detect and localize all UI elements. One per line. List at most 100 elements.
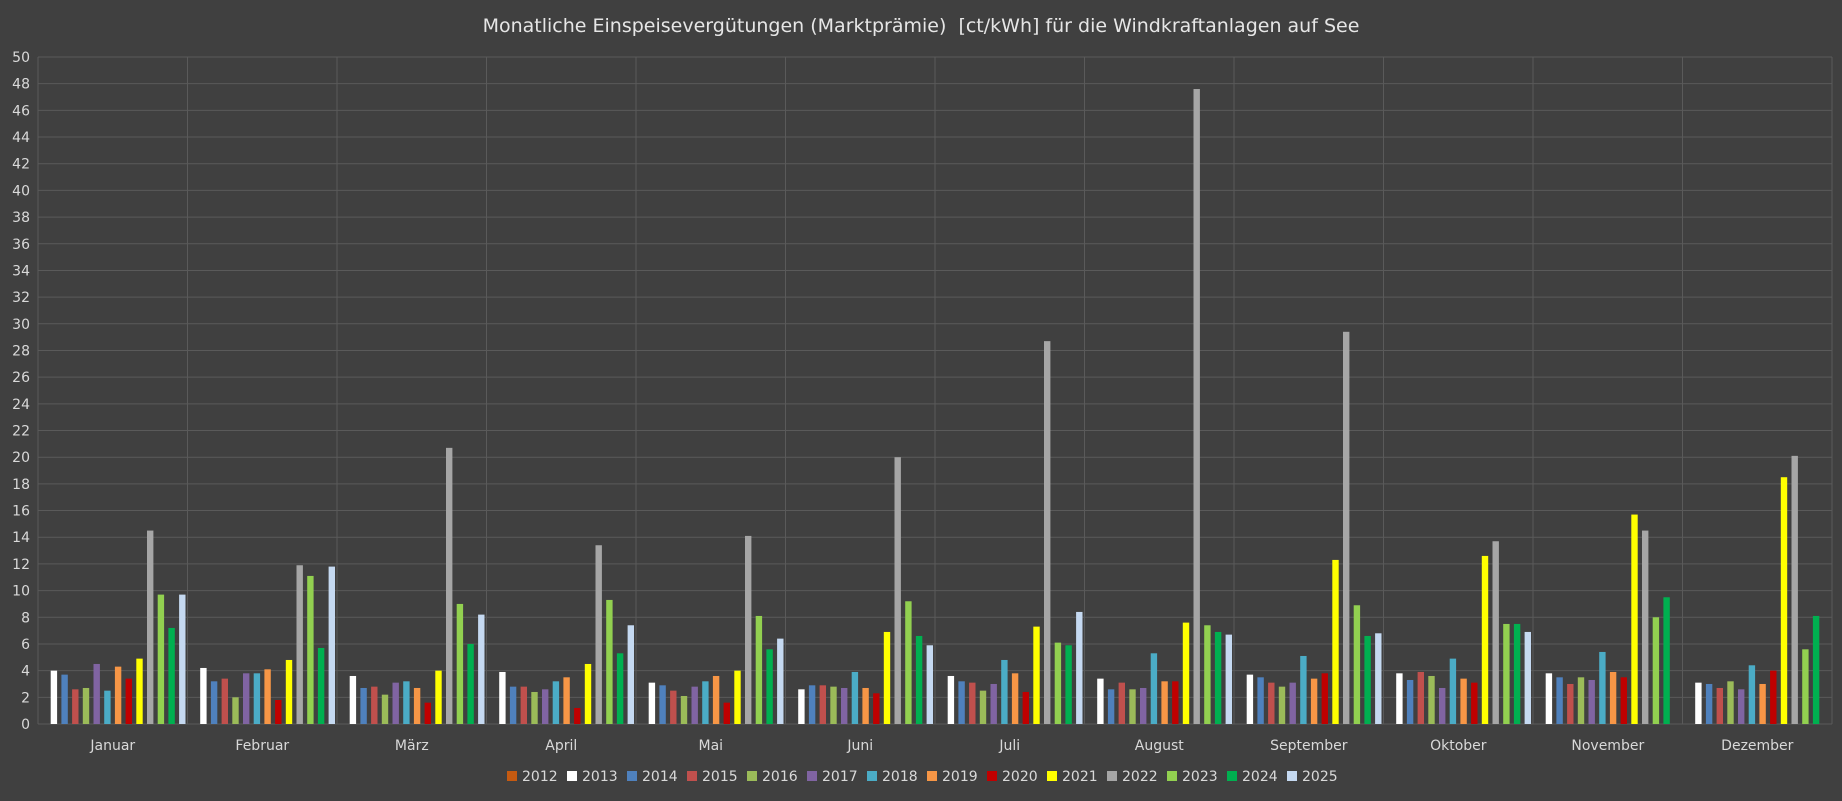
bar-2017-Juli <box>990 683 997 724</box>
y-tick-label: 14 <box>12 530 30 546</box>
y-tick-label: 10 <box>12 584 30 600</box>
legend-swatch <box>567 771 577 781</box>
x-category-label: Dezember <box>1721 738 1793 754</box>
bar-2021-Januar <box>136 658 143 724</box>
bar-2015-Januar <box>72 689 79 724</box>
bar-2021-April <box>584 663 592 724</box>
x-category-label: Februar <box>235 738 289 754</box>
legend-item-2014: 2014 <box>627 769 678 785</box>
bar-2018-Februar <box>253 673 261 724</box>
y-tick-label: 2 <box>21 690 30 706</box>
legend-item-2019: 2019 <box>927 769 978 785</box>
bar-2024-Mai <box>766 649 773 724</box>
y-tick-label: 8 <box>21 610 30 626</box>
y-axis-tick-labels: 0246810121416182022242628303234363840424… <box>12 50 30 733</box>
bar-2025-Februar <box>328 566 335 724</box>
legend-item-2021: 2021 <box>1047 769 1098 785</box>
y-tick-label: 20 <box>12 450 30 466</box>
bar-2016-Februar <box>232 697 239 724</box>
bar-2016-November <box>1577 677 1585 724</box>
bar-2020-Februar <box>275 699 282 724</box>
bar-2021-Mai <box>734 670 741 724</box>
bar-2014-September <box>1257 677 1264 724</box>
bar-2022-Juni <box>894 457 901 724</box>
bar-2015-Februar <box>221 678 228 724</box>
bar-2024-Februar <box>317 647 325 724</box>
bar-2017-Oktober <box>1439 687 1446 724</box>
bar-2019-September <box>1310 678 1318 724</box>
bar-2021-März <box>435 670 442 724</box>
bar-2018-November <box>1599 651 1606 724</box>
bar-2018-Dezember <box>1748 665 1756 724</box>
bar-2019-Mai <box>712 675 720 724</box>
y-tick-label: 18 <box>12 477 30 493</box>
legend-swatch <box>867 771 877 781</box>
y-tick-label: 34 <box>12 263 30 279</box>
bar-2014-Juni <box>808 685 816 724</box>
bar-2017-März <box>392 682 399 724</box>
bar-2017-Januar <box>93 663 100 724</box>
x-category-label: Juli <box>998 738 1020 754</box>
bar-2022-März <box>446 447 453 724</box>
bar-2021-Februar <box>285 659 293 724</box>
x-category-label: August <box>1135 738 1185 754</box>
legend-swatch <box>507 771 517 781</box>
bar-2016-April <box>531 691 538 724</box>
bar-2024-September <box>1364 635 1371 724</box>
bar-2013-Juni <box>798 689 805 724</box>
bar-2017-April <box>542 689 549 724</box>
bar-2019-Februar <box>264 669 271 724</box>
y-tick-label: 48 <box>12 77 30 93</box>
bar-2020-März <box>424 702 431 724</box>
bar-2024-Dezember <box>1812 615 1820 724</box>
bar-2021-September <box>1332 559 1339 724</box>
legend-label: 2016 <box>762 769 798 785</box>
legend-label: 2014 <box>642 769 678 785</box>
legend-item-2024: 2024 <box>1227 769 1278 785</box>
bar-2022-Juli <box>1044 341 1051 724</box>
legend-item-2012: 2012 <box>507 769 558 785</box>
legend-label: 2017 <box>822 769 858 785</box>
bar-2023-Januar <box>157 594 165 724</box>
y-tick-label: 12 <box>12 557 30 573</box>
bar-2020-Juni <box>873 693 880 724</box>
bar-2025-Oktober <box>1524 631 1531 724</box>
legend-item-2022: 2022 <box>1107 769 1158 785</box>
bar-2015-März <box>371 686 378 724</box>
legend-swatch <box>1287 771 1297 781</box>
bar-2025-März <box>478 614 485 724</box>
bar-2021-November <box>1631 514 1638 724</box>
bar-2015-November <box>1567 683 1574 724</box>
legend-item-2018: 2018 <box>867 769 918 785</box>
bar-2020-Dezember <box>1770 670 1777 724</box>
bar-2015-Juni <box>819 685 826 724</box>
bar-2013-April <box>499 671 506 724</box>
bar-2014-Juli <box>958 681 965 724</box>
legend-swatch <box>1047 771 1057 781</box>
bar-2025-Juli <box>1076 611 1083 724</box>
bar-2016-März <box>381 694 389 724</box>
bar-2023-Februar <box>307 575 314 724</box>
bar-2015-September <box>1268 682 1275 724</box>
x-category-label: Oktober <box>1430 738 1487 754</box>
y-tick-label: 40 <box>12 183 30 199</box>
y-tick-label: 32 <box>12 290 30 306</box>
bar-2016-Mai <box>680 695 688 724</box>
legend-label: 2018 <box>882 769 918 785</box>
bar-2015-April <box>520 686 527 724</box>
legend-label: 2024 <box>1242 769 1278 785</box>
bar-2018-Januar <box>104 690 111 724</box>
bar-2021-Juni <box>883 631 891 724</box>
legend-label: 2013 <box>582 769 618 785</box>
y-tick-label: 28 <box>12 343 30 359</box>
bar-2022-Dezember <box>1791 455 1798 724</box>
bar-2024-April <box>616 653 624 724</box>
legend-label: 2015 <box>702 769 738 785</box>
bar-2016-Juli <box>979 690 987 724</box>
legend-label: 2019 <box>942 769 978 785</box>
bar-2023-Oktober <box>1503 623 1510 724</box>
legend-item-2017: 2017 <box>807 769 858 785</box>
bar-2014-Oktober <box>1406 679 1414 724</box>
legend-swatch <box>747 771 757 781</box>
